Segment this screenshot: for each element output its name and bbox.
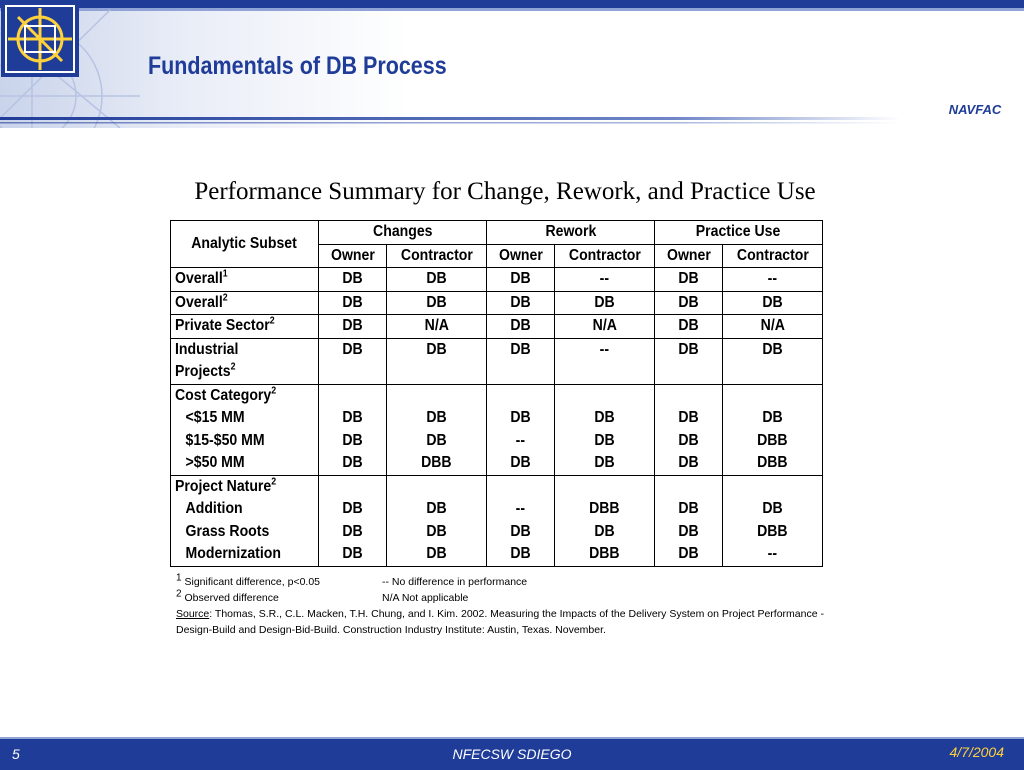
table-cell: DB DB DB bbox=[554, 383, 655, 476]
table-cell: DB bbox=[486, 290, 555, 315]
subheader-contractor: Contractor bbox=[386, 243, 487, 268]
subheader-owner: Owner bbox=[654, 243, 723, 268]
table-cell: DB bbox=[722, 337, 823, 385]
slide-footer: 5 NFECSW SDIEGO 4/7/2004 bbox=[0, 737, 1024, 770]
table-cell: DB bbox=[318, 337, 387, 385]
header-changes: Changes bbox=[318, 220, 487, 245]
table-cell: DB bbox=[318, 314, 387, 339]
subheader-owner: Owner bbox=[486, 243, 555, 268]
table-cell: DB -- DB bbox=[486, 383, 555, 476]
footer-date: 4/7/2004 bbox=[949, 744, 1005, 760]
logo-text: NAVFAC bbox=[948, 102, 1002, 117]
legend-no-difference: -- No difference in performance bbox=[382, 576, 528, 588]
row-label: Private Sector2 bbox=[170, 314, 319, 339]
row-label: Overall1 bbox=[170, 267, 319, 292]
table-row-group: Cost Category2 <$15 MM $15-$50 MM >$50 M… bbox=[170, 383, 823, 476]
table-cell: -- bbox=[722, 267, 823, 292]
row-label: Overall2 bbox=[170, 290, 319, 315]
table-cell: DB DB DB bbox=[318, 474, 387, 567]
table-cell: DB DB DB bbox=[318, 383, 387, 476]
table-cell: -- bbox=[554, 267, 655, 292]
table-row: Overall1 DB DB DB -- DB -- bbox=[170, 267, 823, 292]
table-cell: DB DBB DBB bbox=[722, 383, 823, 476]
slide-title: Fundamentals of DB Process bbox=[148, 52, 447, 80]
row-label: Industrial Projects2 bbox=[170, 337, 319, 385]
table-cell: -- bbox=[554, 337, 655, 385]
table-row: Industrial Projects2 DB DB DB -- DB DB bbox=[170, 337, 823, 385]
table-cell: DB bbox=[486, 337, 555, 385]
footnote-1: 1 Significant difference, p<0.05 -- No d… bbox=[176, 572, 528, 588]
table-cell: DB bbox=[318, 290, 387, 315]
table-cell: DB DBB -- bbox=[722, 474, 823, 567]
source-citation: Source: Thomas, S.R., C.L. Macken, T.H. … bbox=[176, 608, 824, 636]
legend-not-applicable: N/A Not applicable bbox=[382, 592, 469, 604]
table-cell: DB bbox=[386, 337, 487, 385]
table-cell: DB bbox=[654, 267, 723, 292]
subheader-owner: Owner bbox=[318, 243, 387, 268]
table-cell: DB bbox=[486, 267, 555, 292]
header-analytic-subset: Analytic Subset bbox=[170, 220, 319, 268]
table-cell: DB bbox=[386, 290, 487, 315]
table-cell: DB bbox=[654, 290, 723, 315]
table-row-group: Project Nature2 Addition Grass Roots Mod… bbox=[170, 474, 823, 567]
table-cell: DB bbox=[654, 314, 723, 339]
subheader-contractor: Contractor bbox=[554, 243, 655, 268]
header-practice-use: Practice Use bbox=[654, 220, 823, 245]
table-subheader-row: Owner Contractor Owner Contractor Owner … bbox=[171, 243, 823, 268]
table-cell: DBB DB DBB bbox=[554, 474, 655, 567]
header-rework: Rework bbox=[486, 220, 655, 245]
footnote-2: 2 Observed difference N/A Not applicable bbox=[176, 588, 469, 604]
table-cell: DB DB DB bbox=[654, 383, 723, 476]
performance-summary-table: Analytic Subset Changes Rework Practice … bbox=[170, 220, 823, 567]
table-cell: DB bbox=[654, 337, 723, 385]
slide-header: Fundamentals of DB Process NAVFAC bbox=[0, 0, 1024, 128]
table-cell: DB bbox=[554, 290, 655, 315]
table-cell: N/A bbox=[554, 314, 655, 339]
table-row: Overall2 DB DB DB DB DB DB bbox=[170, 290, 823, 315]
table-cell: N/A bbox=[386, 314, 487, 339]
table-header-row: Analytic Subset Changes Rework Practice … bbox=[170, 220, 823, 268]
table-footnotes: 1 Significant difference, p<0.05 -- No d… bbox=[176, 572, 856, 638]
footer-organization: NFECSW SDIEGO bbox=[452, 746, 572, 762]
table-cell: DB bbox=[318, 267, 387, 292]
table-cell: DB DB DBB bbox=[386, 383, 487, 476]
table-cell: DB bbox=[486, 314, 555, 339]
table-cell: DB bbox=[722, 290, 823, 315]
table-cell: DB bbox=[386, 267, 487, 292]
table-cell: DB DB DB bbox=[654, 474, 723, 567]
table-row: Private Sector2 DB N/A DB N/A DB N/A bbox=[170, 314, 823, 339]
group-label: Project Nature2 Addition Grass Roots Mod… bbox=[170, 474, 319, 567]
group-label: Cost Category2 <$15 MM $15-$50 MM >$50 M… bbox=[170, 383, 319, 476]
table-cell: N/A bbox=[722, 314, 823, 339]
navfac-logo bbox=[1, 1, 79, 77]
page-number: 5 bbox=[12, 746, 20, 762]
table-caption: Performance Summary for Change, Rework, … bbox=[194, 178, 816, 205]
table-cell: -- DB DB bbox=[486, 474, 555, 567]
subheader-contractor: Contractor bbox=[722, 243, 823, 268]
table-cell: DB DB DB bbox=[386, 474, 487, 567]
